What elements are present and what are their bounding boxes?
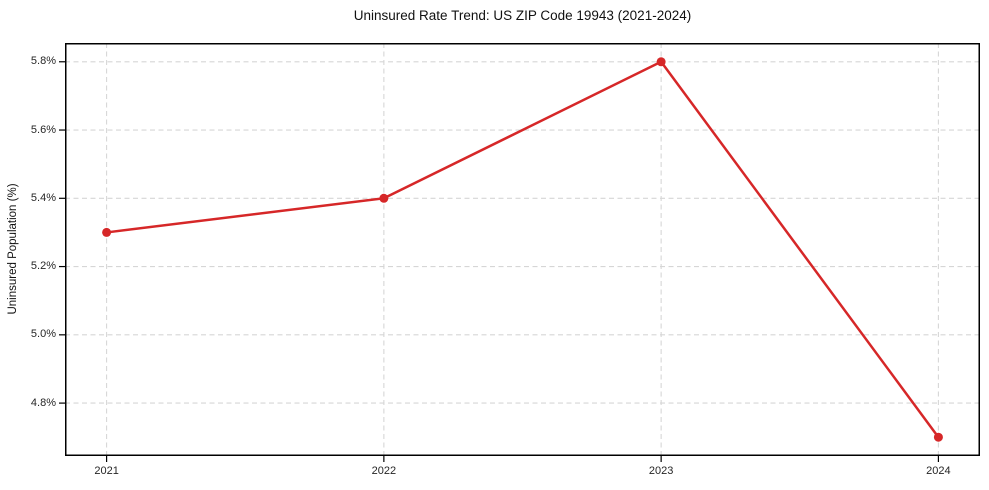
data-point-marker [379, 193, 389, 203]
plot-border [65, 43, 980, 456]
y-tick-label: 4.8% [30, 396, 56, 409]
data-point-marker [933, 432, 943, 442]
y-tick-label: 5.8% [30, 55, 56, 68]
data-point-marker [102, 227, 112, 237]
plot-area [59, 43, 980, 462]
data-point-marker [656, 57, 666, 67]
chart-title: Uninsured Rate Trend: US ZIP Code 19943 … [353, 8, 692, 23]
y-tick-label: 5.2% [30, 260, 56, 273]
x-tick-label: 2023 [648, 465, 674, 477]
x-tick-label: 2022 [371, 465, 397, 477]
y-tick-label: 5.0% [30, 328, 56, 341]
x-tick-label: 2024 [926, 465, 951, 477]
trend-line [105, 60, 940, 439]
plot-canvas [59, 43, 980, 462]
y-tick-label: 5.4% [30, 191, 56, 204]
y-tick-label: 5.6% [30, 123, 56, 136]
x-tick-label: 2021 [94, 465, 119, 477]
